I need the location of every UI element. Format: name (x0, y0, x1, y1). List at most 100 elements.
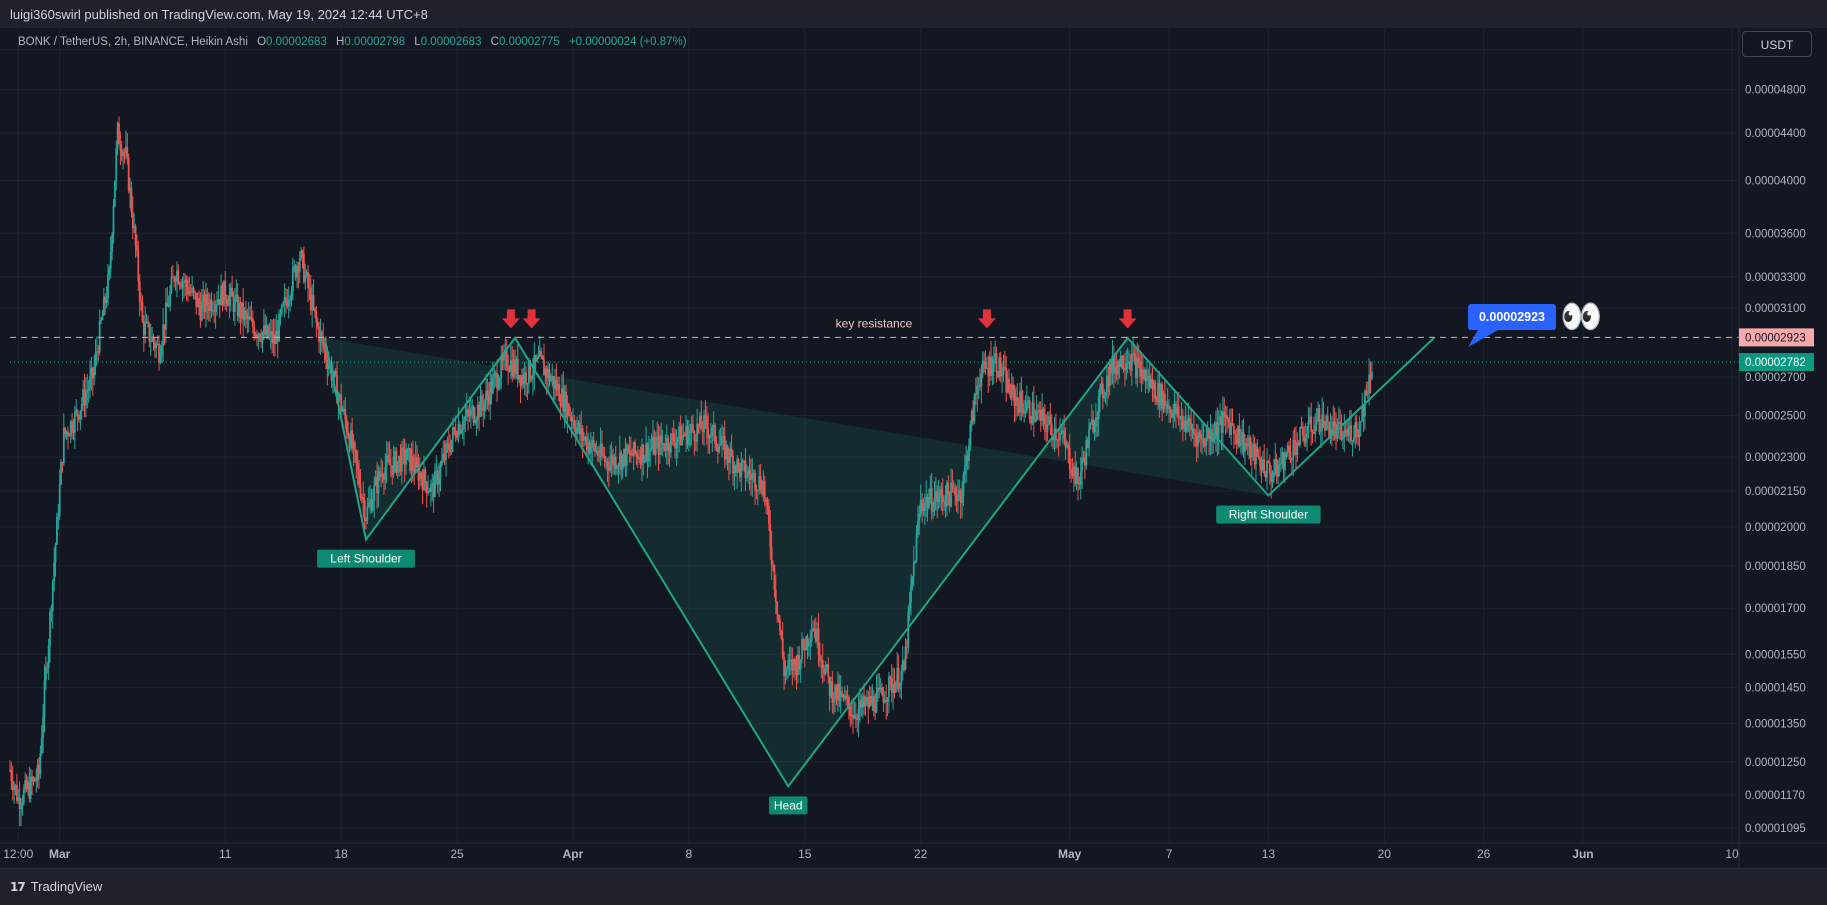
candle-body (152, 336, 155, 343)
candle-body (1180, 415, 1183, 418)
candle-body (1355, 421, 1358, 434)
candle-body (391, 465, 394, 475)
candle-body (352, 442, 355, 449)
candle-body (343, 408, 345, 411)
high-label: H (336, 36, 345, 48)
candle-body (54, 544, 57, 563)
candle-body (827, 664, 830, 677)
time-tick-label: 22 (914, 847, 928, 861)
candle-body (98, 320, 101, 353)
candle-body (1151, 378, 1154, 389)
candle-body (50, 610, 53, 613)
candle-body (286, 301, 289, 307)
candle-body (725, 445, 728, 460)
candle-body (676, 438, 679, 443)
candle-body (603, 456, 606, 462)
candle-body (773, 565, 776, 590)
candle-body (552, 376, 555, 389)
candle-body (784, 669, 787, 676)
candle-body (213, 310, 216, 312)
candle-body (592, 440, 595, 445)
candle-body (766, 502, 769, 506)
candle-body (27, 782, 29, 790)
candle-body (635, 453, 638, 455)
time-tick-label: Apr (563, 847, 584, 861)
candle-body (469, 409, 472, 417)
tradingview-logo[interactable]: 17 TradingView (10, 879, 102, 894)
candle-body (225, 299, 228, 304)
candle-body (308, 287, 311, 289)
candle-body (634, 442, 636, 454)
candle-body (947, 482, 950, 495)
time-tick-label: 12:00 (3, 847, 33, 861)
candle-body (355, 450, 358, 463)
candle-body (1104, 392, 1107, 397)
candle-body (1346, 433, 1348, 437)
candle-body (1263, 459, 1266, 474)
price-tags: 0.00002923 0.00002782 (1739, 328, 1814, 372)
candle-body (72, 432, 75, 434)
candle-body (1129, 361, 1132, 371)
candle-body (923, 502, 926, 511)
candle-body (312, 295, 315, 308)
price-tick-label: 0.00002300 (1745, 452, 1806, 464)
candle-body (1245, 442, 1248, 445)
candle-body (1237, 425, 1239, 444)
candle-body (1108, 364, 1111, 387)
candle-body (808, 642, 810, 646)
chart-area[interactable]: key resistance Left Shoulder Head Right Sho… (0, 28, 1827, 868)
candle-body (104, 296, 107, 303)
candle-body (912, 563, 915, 577)
currency-button[interactable]: USDT (1742, 31, 1812, 57)
time-tick-label: 15 (798, 847, 812, 861)
candle-body (151, 336, 154, 341)
candle-body (147, 321, 149, 324)
candle-body (507, 366, 510, 371)
candle-body (496, 373, 498, 389)
candle-body (1288, 445, 1290, 452)
candle-body (145, 321, 148, 323)
candle-body (493, 374, 496, 378)
candle-body (631, 455, 634, 457)
candle-body (954, 487, 957, 496)
candle-body (1328, 421, 1330, 439)
candle-body (836, 683, 839, 700)
candle-body (474, 422, 476, 424)
candle-body (1126, 363, 1129, 365)
candle-body (1165, 404, 1168, 406)
candle-body (1034, 419, 1037, 422)
candle-body (487, 395, 490, 405)
candle-body (1143, 369, 1146, 379)
candle-body (1013, 389, 1016, 406)
candle-body (944, 501, 947, 507)
candle-body (276, 330, 279, 342)
candle-body (261, 332, 264, 343)
candle-body (483, 400, 486, 411)
candle-body (864, 701, 867, 707)
candle-body (1266, 461, 1268, 478)
candle-body (1039, 409, 1042, 421)
candle-body (360, 497, 363, 499)
candle-body (798, 654, 801, 670)
candle-body (810, 631, 813, 642)
candle-body (965, 455, 968, 466)
price-chart[interactable]: key resistance Left Shoulder Head Right Sho… (0, 28, 1827, 868)
candle-body (482, 406, 485, 411)
candle-body (387, 455, 389, 459)
candle-body (1157, 382, 1159, 402)
price-tick-label: 0.00001450 (1745, 683, 1806, 695)
candle-body (209, 299, 211, 311)
candle-body (369, 499, 372, 503)
candle-body (714, 425, 716, 444)
candle-body (1173, 403, 1176, 410)
candle-body (1054, 428, 1057, 441)
candle-body (755, 490, 758, 492)
candle-body (1340, 422, 1343, 440)
candle-body (527, 360, 530, 384)
pattern-label: Right Shoulder (1229, 507, 1308, 521)
candle-body (249, 316, 251, 320)
candle-body (431, 483, 434, 485)
candle-body (871, 695, 874, 705)
candle-body (196, 297, 199, 307)
candle-body (1032, 402, 1035, 422)
